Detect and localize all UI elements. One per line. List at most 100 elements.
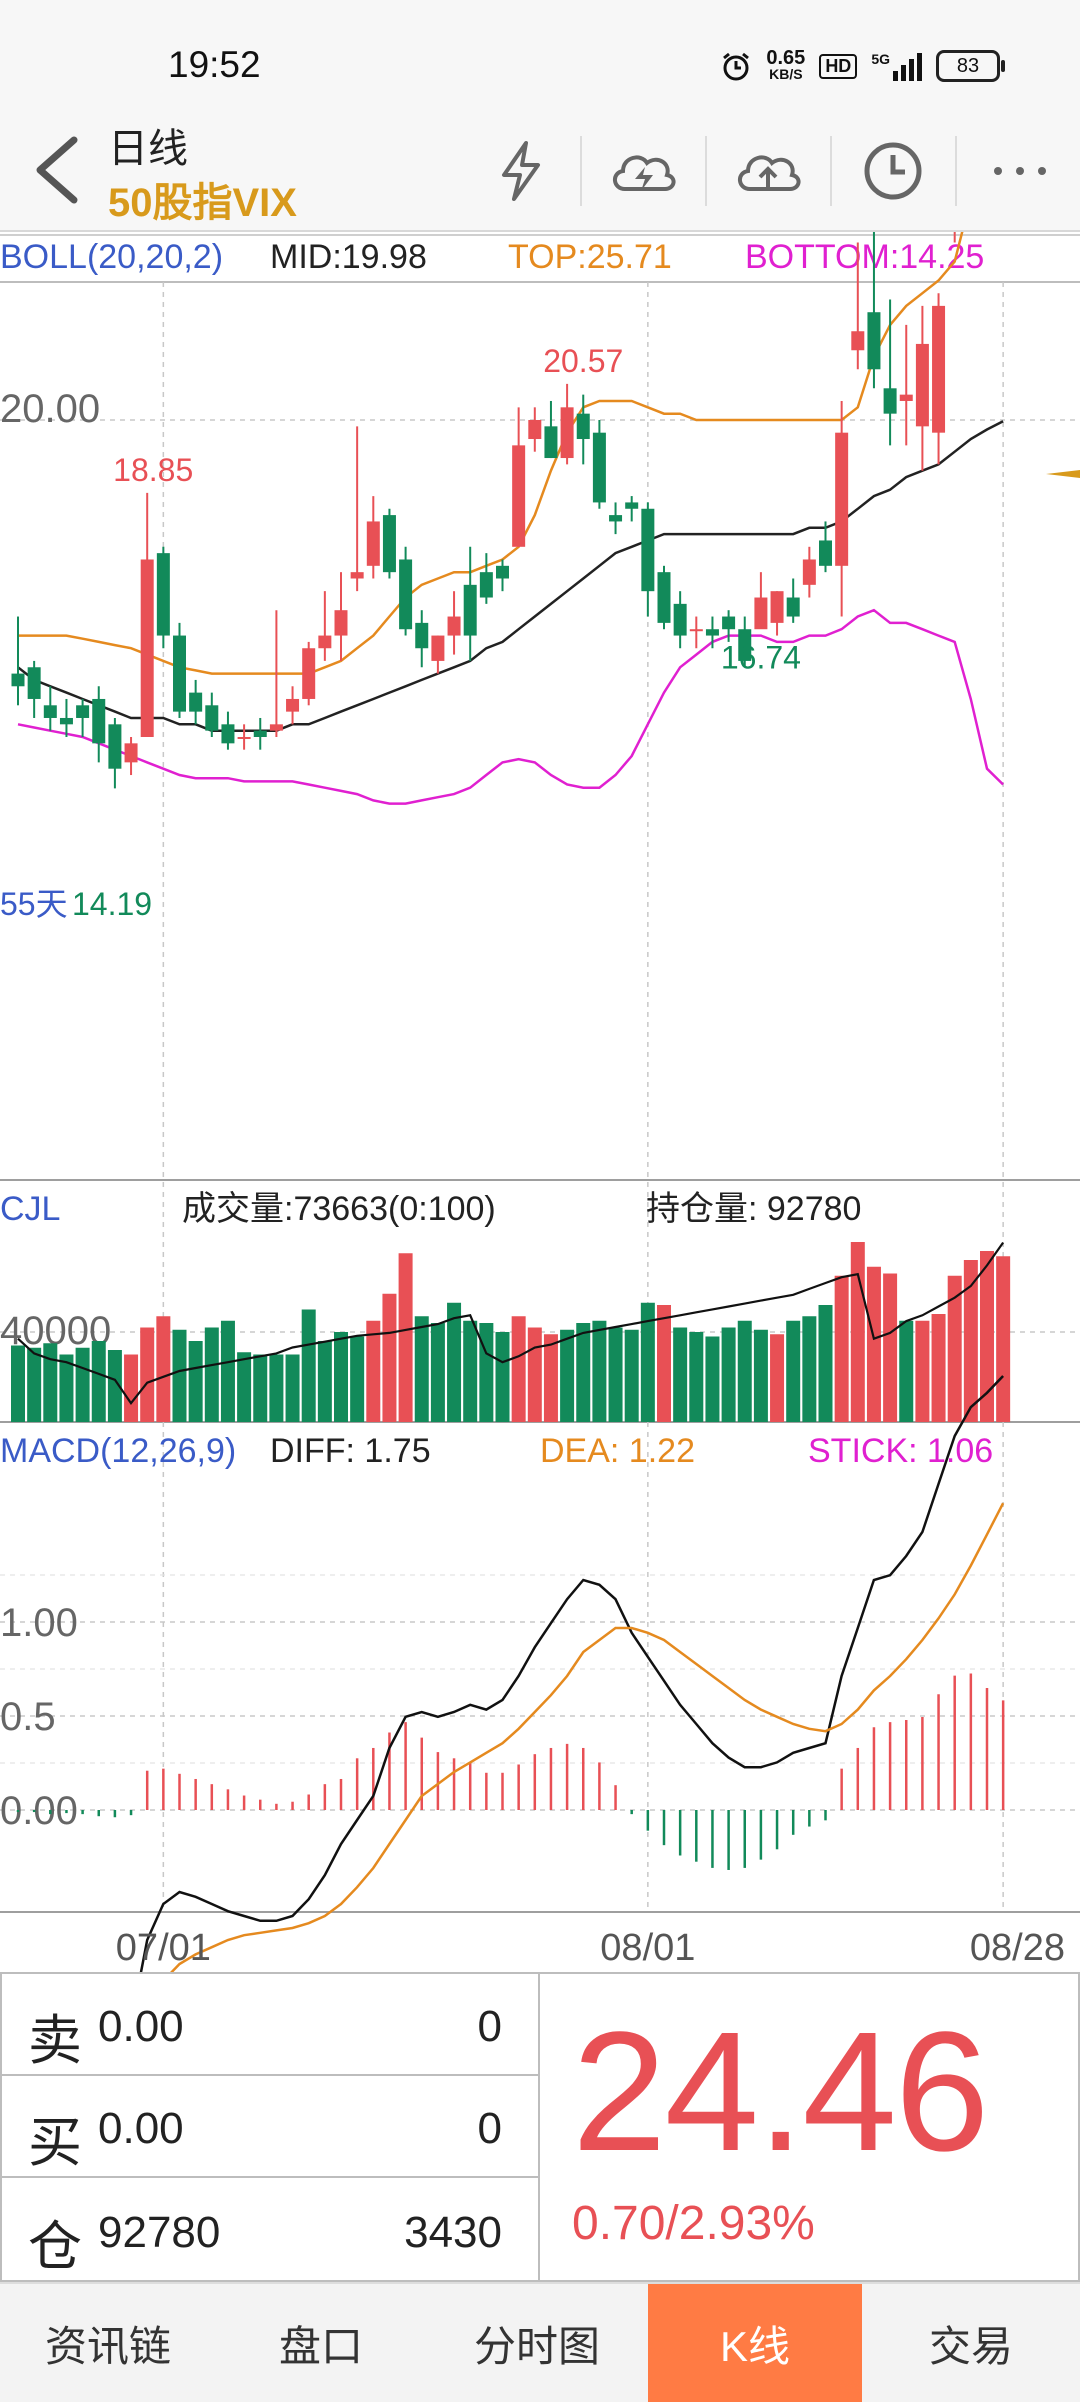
macd-diff-text: DIFF: 1.75: [270, 1432, 431, 1470]
candle-body: [189, 692, 203, 712]
volume-bar: [608, 1327, 623, 1422]
current-price-marker: [1046, 470, 1080, 478]
last-price: 24.46: [572, 1997, 989, 2187]
volume-bar: [124, 1354, 139, 1422]
candle-body: [899, 394, 913, 401]
macd-label: MACD(12,26,9): [0, 1432, 236, 1470]
volume-bar: [996, 1256, 1011, 1422]
candle-body: [867, 312, 881, 370]
status-bar: 19:52 0.65 KB/S HD 5G 83: [0, 0, 1080, 110]
cloud-flash-button[interactable]: [593, 126, 693, 216]
candle-body: [350, 572, 364, 579]
back-arrow-icon[interactable]: [22, 132, 92, 208]
volume-bar: [592, 1320, 607, 1422]
boll-legend: BOLL(20,20,2) MID:19.98 TOP:25.71 BOTTOM…: [0, 236, 1080, 282]
cloud-flash-icon: [613, 155, 676, 191]
volume-bar: [366, 1320, 381, 1422]
candle-body: [156, 553, 170, 636]
period-title: 日线: [108, 127, 188, 171]
candle-body: [819, 540, 832, 566]
candle-body: [334, 610, 348, 636]
date-label: 08/01: [600, 1927, 695, 1969]
signal-icon: 5G: [871, 51, 922, 81]
instrument-name[interactable]: 50股指VIX: [108, 181, 297, 225]
buy-row[interactable]: 买 0.00 0: [0, 2074, 540, 2178]
candle-body: [463, 584, 477, 636]
header-divider: [580, 136, 582, 206]
status-icons: 0.65 KB/S HD 5G 83: [720, 46, 1005, 86]
boll-mid: MID:19.98: [270, 238, 427, 276]
volume-bar: [786, 1320, 801, 1422]
sell-row[interactable]: 卖 0.00 0: [0, 1972, 540, 2076]
volume-label: CJL: [0, 1190, 60, 1228]
candle-body: [366, 521, 380, 566]
volume-bar: [834, 1275, 849, 1422]
macd-tick-label: 1.00: [0, 1601, 78, 1645]
tab-news-chain[interactable]: 资讯链: [44, 2322, 171, 2370]
more-icon: [994, 167, 1046, 175]
volume-text: 成交量:73663(0:100): [182, 1190, 496, 1228]
macd-diff-line: [139, 1375, 1005, 1972]
tab-kline[interactable]: K线: [648, 2284, 862, 2402]
volume-bar: [673, 1327, 688, 1422]
macd-dea-line: [170, 1502, 1005, 1972]
volume-bar: [802, 1316, 817, 1422]
candle-body: [802, 559, 816, 585]
macd-tick-label: 0.00: [0, 1789, 78, 1833]
date-label: 07/01: [116, 1927, 211, 1969]
tab-order-book[interactable]: 盘口: [278, 2322, 363, 2370]
kline-chart[interactable]: 25.0020.0026.6520.5718.8516.7455天14.1940…: [0, 232, 1080, 1972]
last-price-box: 24.46 0.70/2.93%: [538, 1972, 1080, 2282]
volume-bar: [753, 1329, 768, 1422]
candle-body: [11, 673, 25, 687]
oi-change: 3430: [404, 2208, 502, 2257]
volume-bar: [253, 1354, 268, 1422]
clock-button[interactable]: [843, 126, 943, 216]
candle-body: [576, 413, 590, 440]
volume-bar: [899, 1320, 914, 1422]
volume-bar: [301, 1309, 316, 1422]
candle-body: [92, 698, 106, 744]
oi-value: 92780: [98, 2208, 221, 2257]
candle-body: [560, 407, 574, 459]
volume-bar: [382, 1293, 397, 1422]
boll-label[interactable]: BOLL(20,20,2): [0, 238, 224, 276]
flash-button[interactable]: [470, 126, 570, 216]
cloud-upload-button[interactable]: [718, 126, 818, 216]
net-speed: 0.65 KB/S: [766, 47, 806, 82]
volume-bar: [398, 1253, 413, 1422]
candle-body: [915, 343, 929, 427]
candle-body: [124, 743, 138, 763]
header-divider: [830, 136, 832, 206]
tab-trade[interactable]: 交易: [928, 2322, 1013, 2370]
more-button[interactable]: [970, 126, 1070, 216]
open-interest-line: [17, 1241, 1004, 1406]
ma-label: 55天: [0, 886, 68, 922]
candle-body: [205, 705, 219, 731]
clock-icon: [864, 142, 922, 200]
candle-body: [253, 730, 267, 737]
candle-body: [399, 559, 413, 630]
oi-label: 仓: [28, 2217, 82, 2277]
volume-bar: [705, 1336, 720, 1422]
volume-bar: [576, 1323, 591, 1422]
candle-body: [318, 635, 332, 649]
volume-bar: [414, 1316, 429, 1422]
buy-qty: 0: [477, 2104, 502, 2153]
tab-time-share[interactable]: 分时图: [473, 2322, 600, 2370]
candle-body: [140, 559, 154, 737]
volume-bar: [915, 1320, 930, 1422]
volume-bar: [59, 1354, 74, 1422]
header-divider: [955, 136, 957, 206]
volume-bar: [430, 1323, 445, 1422]
volume-bar: [818, 1305, 833, 1422]
volume-bar: [75, 1347, 90, 1422]
macd-tick-label: 0.5: [0, 1695, 56, 1739]
boll-bottom: BOTTOM:14.25: [745, 238, 985, 276]
volume-bar: [527, 1327, 542, 1422]
candle-body: [512, 445, 526, 547]
candle-body: [592, 432, 606, 503]
battery-icon: 83: [936, 50, 1005, 82]
candle-body: [770, 591, 784, 623]
open-interest-text: 持仓量: 92780: [646, 1190, 861, 1228]
